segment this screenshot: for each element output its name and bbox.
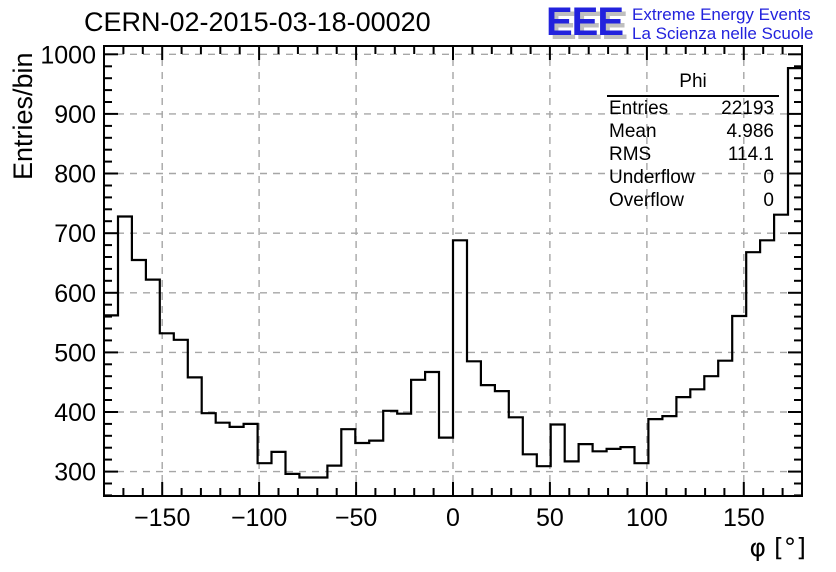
stat-row-entries: Entries 22193 [607, 97, 779, 120]
svg-text:800: 800 [54, 161, 96, 189]
svg-text:−50: −50 [335, 504, 377, 532]
stat-value: 0 [763, 190, 774, 211]
x-axis-title: φ [°] [600, 533, 806, 563]
stat-label: Underflow [609, 167, 695, 188]
svg-text:−100: −100 [231, 504, 287, 532]
stat-label: RMS [609, 144, 652, 165]
svg-text:400: 400 [54, 399, 96, 427]
x-tick-labels: −150 −100 −50 0 50 100 150 [134, 504, 765, 532]
y-axis-title: Entries/bin [8, 52, 38, 180]
svg-text:700: 700 [54, 220, 96, 248]
stat-row-overflow: Overflow 0 [607, 189, 779, 212]
logo-tagline-line1: Extreme Energy Events [632, 5, 811, 24]
histogram-line [104, 67, 802, 479]
stat-label: Entries [609, 98, 669, 119]
x-axis-title-text: φ [°] [749, 533, 806, 562]
svg-text:0: 0 [446, 504, 460, 532]
y-tick-labels: 300 400 500 600 700 800 900 1000 [40, 41, 96, 486]
eee-logo: EEE Extreme Energy Events La Scienza nel… [546, 2, 814, 43]
svg-text:900: 900 [54, 101, 96, 129]
svg-text:1000: 1000 [40, 41, 96, 69]
stat-value: 22193 [721, 98, 774, 119]
stat-row-underflow: Underflow 0 [607, 166, 779, 189]
stat-label: Mean [609, 121, 657, 142]
stats-title: Phi [607, 71, 779, 97]
svg-text:300: 300 [54, 459, 96, 487]
plot-title: CERN-02-2015-03-18-00020 [84, 7, 431, 37]
svg-text:100: 100 [626, 504, 668, 532]
svg-text:−150: −150 [134, 504, 190, 532]
eee-logo-text: EEE [546, 0, 624, 44]
stat-value: 4.986 [726, 121, 774, 142]
eee-logo-tagline: Extreme Energy Events La Scienza nelle S… [632, 5, 813, 43]
stat-value: 114.1 [727, 144, 774, 165]
stat-row-mean: Mean 4.986 [607, 120, 779, 143]
axis-ticks [103, 46, 803, 497]
svg-text:600: 600 [54, 280, 96, 308]
stat-label: Overflow [609, 190, 684, 211]
stat-row-rms: RMS 114.1 [607, 143, 779, 166]
svg-text:500: 500 [54, 339, 96, 367]
stat-value: 0 [763, 167, 774, 188]
stats-box: Phi Entries 22193 Mean 4.986 RMS 114.1 U… [607, 71, 779, 212]
svg-text:150: 150 [723, 504, 765, 532]
svg-text:50: 50 [536, 504, 564, 532]
logo-tagline-line2: La Scienza nelle Scuole [632, 24, 814, 43]
